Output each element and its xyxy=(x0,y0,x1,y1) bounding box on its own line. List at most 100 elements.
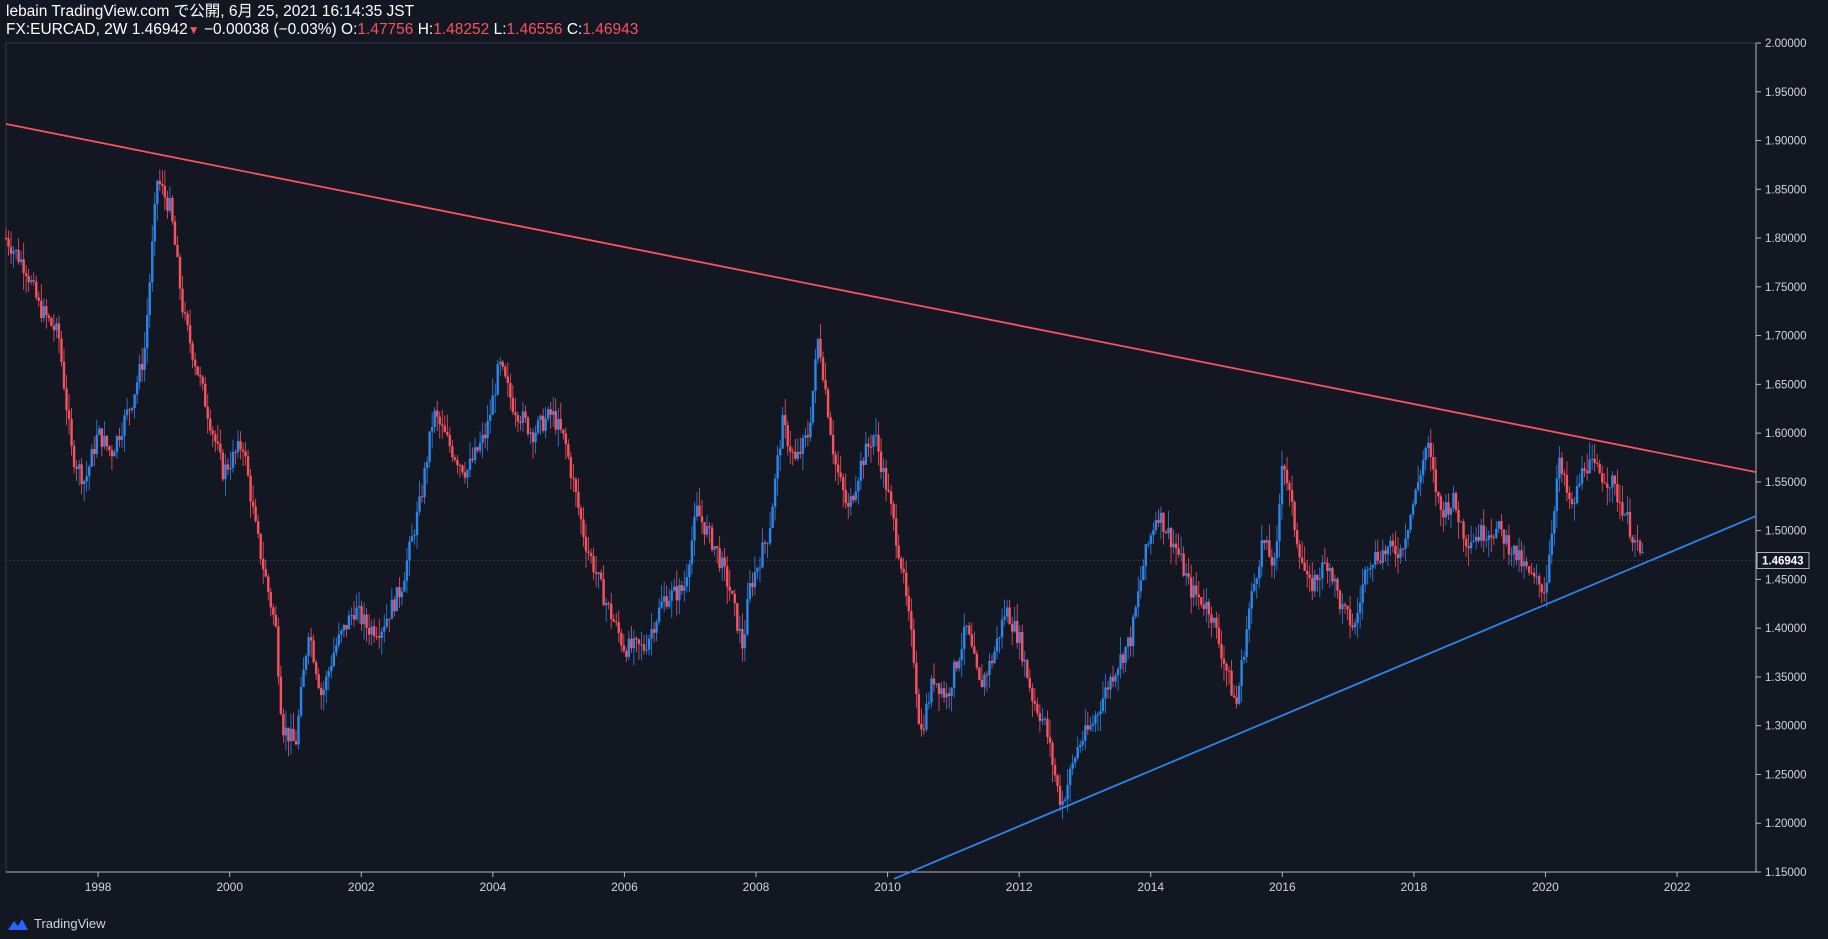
candle-body xyxy=(135,382,139,395)
candle-body xyxy=(1535,576,1538,578)
candle-body xyxy=(1626,512,1629,515)
candle-body xyxy=(67,410,71,420)
candle-body xyxy=(330,665,333,672)
candle-body xyxy=(1084,725,1087,741)
candle-body xyxy=(420,496,424,498)
candle-body xyxy=(1356,612,1359,623)
candle-body xyxy=(1076,747,1079,759)
candle-body xyxy=(1328,568,1332,572)
candle-body xyxy=(1606,483,1609,488)
candle-body xyxy=(1318,578,1322,580)
candle-body xyxy=(1167,527,1170,534)
candle-body xyxy=(77,464,81,469)
candle-body xyxy=(884,467,888,490)
candle-body xyxy=(1560,457,1564,474)
candle-body xyxy=(647,638,651,650)
candle-body xyxy=(1532,572,1536,577)
candle-body xyxy=(14,249,18,252)
candle-body xyxy=(468,458,472,471)
candle-body xyxy=(516,415,520,422)
footer[interactable]: TradingView xyxy=(6,916,106,931)
low-label: L: xyxy=(493,21,507,38)
candle-body xyxy=(1308,574,1311,579)
candle-body xyxy=(176,244,179,257)
candle-body xyxy=(584,537,588,552)
candle-body xyxy=(1008,607,1011,625)
candle-body xyxy=(1275,541,1279,559)
close-value: 1.46943 xyxy=(582,21,639,38)
candle-body xyxy=(1427,442,1430,449)
candle-body xyxy=(388,618,391,620)
open-label: O: xyxy=(341,21,358,38)
candle-body xyxy=(1563,473,1566,476)
candle-body xyxy=(287,727,290,742)
candle-body xyxy=(1517,550,1521,561)
candle-body xyxy=(637,639,641,645)
candle-body xyxy=(204,383,207,407)
price-tick-label: 1.50000 xyxy=(1765,526,1807,538)
candle-body xyxy=(1159,512,1163,523)
candle-body xyxy=(1295,530,1299,545)
candle-body xyxy=(317,674,320,688)
candle-body xyxy=(1056,775,1059,787)
candle-body xyxy=(4,238,8,240)
candle-body xyxy=(753,571,757,588)
candle-body xyxy=(985,674,989,676)
candle-body xyxy=(345,624,348,630)
candle-body xyxy=(88,466,91,477)
candle-body xyxy=(219,443,222,453)
down-arrow-icon: ▼ xyxy=(187,23,200,37)
candle-body xyxy=(314,662,318,675)
candle-body xyxy=(1437,491,1440,497)
candle-body xyxy=(1217,627,1221,644)
candle-body xyxy=(1091,723,1095,726)
candle-body xyxy=(1343,604,1347,607)
candle-body xyxy=(720,557,724,569)
candle-body xyxy=(1406,529,1410,539)
candle-body xyxy=(791,451,794,453)
candle-body xyxy=(259,533,262,559)
candle-body xyxy=(1205,601,1208,609)
price-tick-label: 1.55000 xyxy=(1765,477,1807,489)
time-tick-label: 2002 xyxy=(348,880,375,894)
candle-body xyxy=(786,425,789,447)
candle-body xyxy=(1114,675,1117,682)
candle-body xyxy=(1104,687,1107,699)
candle-body xyxy=(574,479,578,492)
candle-body xyxy=(231,451,235,468)
candle-body xyxy=(604,603,608,606)
candle-body xyxy=(1210,614,1213,623)
candle-body xyxy=(549,409,552,415)
candle-body xyxy=(1505,535,1508,544)
candle-body xyxy=(1631,537,1634,543)
candle-body xyxy=(678,584,681,601)
candle-body xyxy=(700,516,704,523)
candle-body xyxy=(1096,714,1100,716)
candle-body xyxy=(529,432,532,435)
candle-body xyxy=(362,614,366,625)
candle-body xyxy=(632,638,636,649)
candle-body xyxy=(178,256,182,289)
resistance-trendline[interactable] xyxy=(5,123,1757,474)
candle-body xyxy=(587,551,590,553)
candle-body xyxy=(171,197,174,222)
support-trendline[interactable] xyxy=(893,515,1757,880)
candle-body xyxy=(90,448,93,467)
candle-body xyxy=(778,448,782,456)
candle-body xyxy=(1424,448,1427,461)
candle-body xyxy=(284,727,288,736)
candle-body xyxy=(367,628,371,635)
price-change: −0.00038 (−0.03%) xyxy=(203,21,337,38)
candle-body xyxy=(1321,562,1324,579)
time-tick-label: 2010 xyxy=(874,880,901,894)
candle-body xyxy=(483,434,487,439)
candle-body xyxy=(710,527,714,550)
candle-body xyxy=(272,607,275,615)
candle-body xyxy=(920,723,923,730)
candle-body xyxy=(146,315,149,348)
candle-body xyxy=(1063,799,1067,801)
candle-body xyxy=(829,417,832,435)
candle-body xyxy=(1583,468,1586,471)
candle-body xyxy=(1401,548,1405,550)
